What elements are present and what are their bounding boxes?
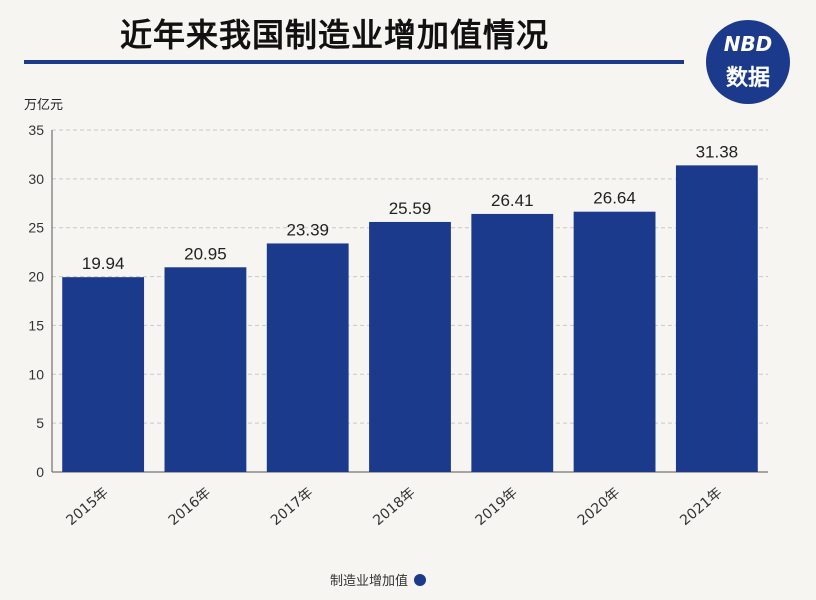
logo-top-text: NBD (706, 32, 790, 56)
bar (62, 277, 145, 472)
y-tick-label: 10 (28, 366, 44, 382)
bar (266, 243, 349, 472)
x-tick-label: 2018年 (370, 485, 418, 529)
data-label: 20.95 (184, 244, 227, 263)
title-underline (24, 60, 684, 64)
bar (369, 221, 451, 472)
y-tick-label: 5 (36, 415, 44, 431)
y-tick-label: 35 (28, 122, 44, 138)
logo-bottom-text: 数据 (725, 66, 770, 91)
nbd-logo: NBD 数据 (706, 20, 790, 104)
y-tick-label: 30 (28, 171, 44, 187)
y-axis-unit: 万亿元 (24, 98, 64, 113)
legend-swatch (414, 573, 427, 586)
legend-label: 制造业增加值 (330, 574, 409, 589)
x-tick-label: 2015年 (63, 485, 111, 529)
x-tick-label: 2021年 (677, 485, 725, 529)
x-tick-label: 2019年 (473, 485, 521, 529)
data-label: 26.64 (593, 189, 636, 208)
bar (573, 211, 656, 472)
bar (471, 213, 554, 472)
logo-top-label: NBD (723, 32, 773, 56)
bar (675, 165, 758, 473)
data-label: 25.59 (389, 199, 432, 218)
legend: 制造业增加值 (330, 570, 427, 589)
x-tick-label: 2017年 (268, 485, 316, 529)
y-tick-label: 20 (28, 269, 44, 285)
data-label: 26.41 (491, 191, 534, 210)
bar (164, 267, 247, 472)
y-tick-label: 15 (28, 317, 44, 333)
x-tick-label: 2016年 (166, 485, 214, 529)
chart-title: 近年来我国制造业增加值情况 (120, 16, 550, 54)
y-tick-label: 25 (28, 220, 44, 236)
y-tick-label: 0 (36, 464, 44, 480)
data-label: 23.39 (286, 220, 329, 239)
x-tick-label: 2020年 (575, 485, 623, 529)
data-label: 19.94 (82, 254, 125, 273)
data-label: 31.38 (696, 142, 739, 161)
